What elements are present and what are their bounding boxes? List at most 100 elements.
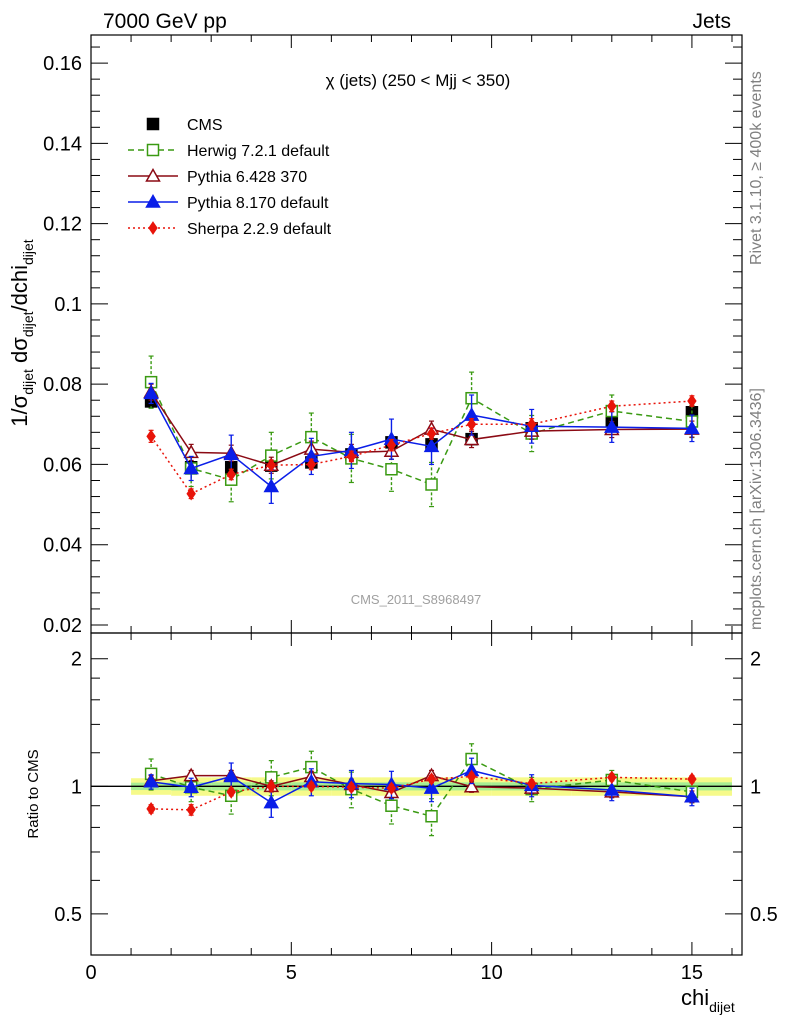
- y-tick-label: 0.16: [43, 53, 82, 75]
- y-tick-label: 0.04: [43, 535, 82, 557]
- data-point: [385, 463, 398, 476]
- data-point: [386, 781, 397, 795]
- x-tick-label: 10: [480, 962, 502, 984]
- legend-entry: Pythia 8.170 default: [128, 193, 329, 212]
- main-panel: χ (jets) (250 < Mjj < 350) CMS_2011_S896…: [7, 34, 743, 637]
- legend-label: Pythia 6.428 370: [187, 169, 307, 186]
- series-sherpa-2-2-9-default: [146, 394, 697, 501]
- main-y-axis-label: 1/σdijet dσdijet/dchidijet: [7, 239, 36, 427]
- legend-marker: [145, 167, 161, 182]
- series-line: [150, 391, 692, 467]
- data-point: [226, 467, 236, 482]
- legend-label: Herwig 7.2.1 default: [187, 143, 330, 160]
- y-tick-label: 0.08: [43, 374, 82, 396]
- category-label: Jets: [692, 10, 731, 33]
- data-point: [466, 769, 477, 784]
- series-line: [150, 381, 693, 486]
- y-tick-label: 0.1: [54, 294, 82, 316]
- data-point: [526, 776, 537, 791]
- legend-label: Sherpa 2.2.9 default: [187, 221, 332, 238]
- y-tick-label: 0.02: [43, 615, 82, 637]
- data-point: [385, 799, 398, 812]
- ratio-y-tick-label: 2: [71, 649, 82, 671]
- data-point: [425, 478, 438, 491]
- data-point: [183, 460, 199, 475]
- legend-entry: Pythia 6.428 370: [128, 167, 307, 186]
- ratio-y-tick-label-right: 0.5: [750, 904, 778, 926]
- x-tick-label: 0: [85, 962, 96, 984]
- data-point: [463, 778, 480, 793]
- data-point: [425, 809, 438, 823]
- ratio-y-tick-label: 1: [71, 776, 82, 798]
- x-tick-label: 15: [681, 962, 703, 984]
- data-point: [423, 438, 440, 453]
- data-point: [263, 478, 280, 493]
- data-point: [607, 770, 617, 785]
- data-point: [346, 780, 357, 795]
- ratio-y-axis-label: Ratio to CMS: [25, 749, 42, 838]
- rivet-label: Rivet 3.1.10, ≥ 400k events: [748, 71, 765, 265]
- data-point: [226, 785, 236, 799]
- main-title: χ (jets) (250 < Mjj < 350): [326, 71, 511, 90]
- data-point: [386, 438, 397, 452]
- data-point: [146, 429, 156, 444]
- y-tick-label: 0.14: [43, 133, 82, 155]
- data-point: [426, 772, 437, 786]
- data-point: [306, 457, 317, 472]
- legend-label: Pythia 8.170 default: [187, 195, 329, 212]
- data-point: [186, 486, 196, 501]
- data-point: [526, 417, 537, 432]
- data-point: [183, 444, 199, 459]
- legend-entry: Sherpa 2.2.9 default: [128, 221, 332, 238]
- legend-marker: [148, 221, 158, 235]
- data-point: [146, 801, 156, 816]
- watermark: CMS_2011_S8968497: [351, 592, 482, 607]
- data-point: [223, 446, 240, 461]
- x-axis-label: chidijet: [681, 985, 735, 1015]
- ratio-y-tick-label: 0.5: [54, 904, 82, 926]
- data-point: [143, 385, 159, 400]
- series-line: [150, 774, 692, 798]
- legend-entry: Herwig 7.2.1 default: [128, 143, 330, 160]
- data-point: [186, 803, 196, 817]
- data-point: [306, 779, 317, 794]
- legend-label: CMS: [187, 117, 223, 134]
- data-point: [263, 794, 280, 809]
- ratio-y-tick-label-right: 1: [750, 776, 761, 798]
- legend-marker: [145, 193, 161, 208]
- series-line: [151, 775, 692, 811]
- data-point: [266, 779, 276, 794]
- mcplots-label: mcplots.cern.ch [arXiv:1306.3436]: [748, 388, 765, 630]
- data-point: [604, 782, 620, 796]
- energy-label: 7000 GeV pp: [103, 10, 227, 33]
- legend-marker: [146, 117, 160, 131]
- data-point: [426, 426, 437, 441]
- series-line: [150, 769, 692, 804]
- series-sherpa-2-2-9-default: [146, 769, 697, 817]
- data-point: [266, 458, 276, 473]
- ratio-panel: 0.5 0.5 1 1 2 2 0 5 10 15 Ratio to CMS chidijet: [25, 632, 778, 1015]
- y-tick-label: 0.06: [43, 454, 82, 476]
- data-point: [687, 394, 697, 408]
- data-point: [684, 420, 700, 435]
- ratio-frame: [90, 632, 743, 956]
- data-point: [687, 772, 697, 786]
- legend-marker: [146, 143, 160, 157]
- data-point: [183, 779, 199, 793]
- data-point: [346, 449, 357, 464]
- data-point: [604, 419, 620, 433]
- data-point: [607, 399, 617, 414]
- data-point: [684, 788, 700, 803]
- y-tick-label: 0.12: [43, 214, 82, 236]
- data-point: [143, 773, 159, 788]
- legend: CMS Herwig 7.2.1 default Pythia 6.428 370 P…: [128, 117, 332, 238]
- legend-entry: CMS: [146, 117, 223, 134]
- ratio-y-tick-label-right: 2: [750, 649, 761, 671]
- data-point: [423, 780, 440, 794]
- data-point: [466, 417, 477, 432]
- data-point: [463, 431, 480, 446]
- series-line: [150, 393, 692, 488]
- x-tick-label: 5: [286, 962, 297, 984]
- data-point: [223, 768, 240, 783]
